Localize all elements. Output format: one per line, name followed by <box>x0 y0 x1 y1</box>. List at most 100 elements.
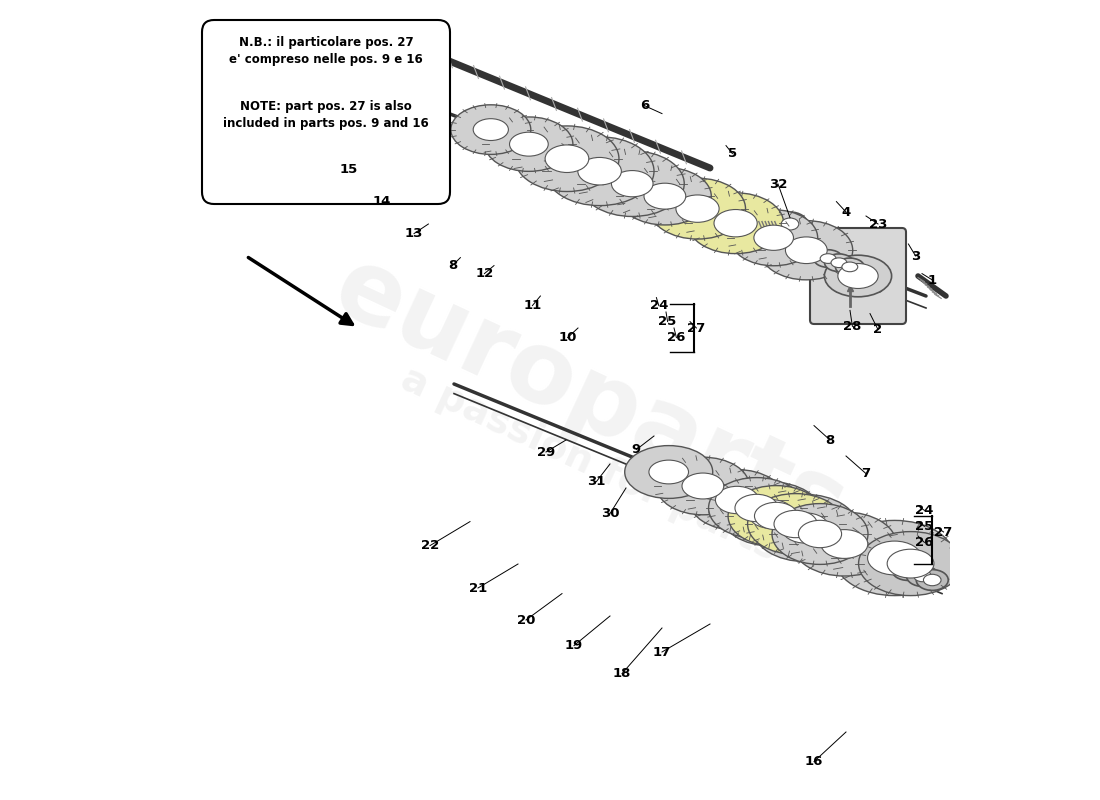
Text: 32: 32 <box>769 178 788 190</box>
Text: 24: 24 <box>915 504 934 517</box>
Ellipse shape <box>509 132 548 156</box>
Ellipse shape <box>752 494 858 562</box>
Text: 25: 25 <box>915 520 934 533</box>
Text: N.B.: il particolare pos. 27
e' compreso nelle pos. 9 e 16: N.B.: il particolare pos. 27 e' compreso… <box>229 36 422 66</box>
Ellipse shape <box>821 530 868 558</box>
Ellipse shape <box>715 486 759 514</box>
Ellipse shape <box>892 560 924 581</box>
Ellipse shape <box>754 225 793 250</box>
Ellipse shape <box>728 486 824 546</box>
Text: 10: 10 <box>559 331 576 344</box>
Ellipse shape <box>838 263 878 289</box>
Ellipse shape <box>824 255 892 297</box>
Ellipse shape <box>835 258 865 276</box>
Ellipse shape <box>657 457 749 515</box>
Ellipse shape <box>682 473 724 499</box>
Text: 21: 21 <box>469 582 487 594</box>
Ellipse shape <box>649 460 689 484</box>
Text: 28: 28 <box>844 320 861 333</box>
Ellipse shape <box>830 258 847 267</box>
Ellipse shape <box>612 170 653 197</box>
Ellipse shape <box>578 158 621 185</box>
Ellipse shape <box>868 541 922 575</box>
Ellipse shape <box>708 478 804 538</box>
Ellipse shape <box>792 512 896 576</box>
Text: 1: 1 <box>927 274 937 286</box>
Text: 18: 18 <box>613 667 631 680</box>
Text: 4: 4 <box>842 206 850 218</box>
Ellipse shape <box>774 510 817 538</box>
Ellipse shape <box>546 137 654 206</box>
Ellipse shape <box>899 564 916 576</box>
Ellipse shape <box>720 482 822 546</box>
Ellipse shape <box>916 570 948 590</box>
Ellipse shape <box>782 513 829 543</box>
Ellipse shape <box>625 446 713 498</box>
Text: 27: 27 <box>935 526 953 538</box>
Text: 15: 15 <box>339 163 358 176</box>
Text: 27: 27 <box>688 322 705 334</box>
Ellipse shape <box>748 499 794 528</box>
Text: 20: 20 <box>517 614 536 626</box>
Text: 17: 17 <box>653 646 671 658</box>
Ellipse shape <box>735 494 778 522</box>
Text: 24: 24 <box>650 299 668 312</box>
Ellipse shape <box>515 126 619 191</box>
FancyBboxPatch shape <box>810 228 906 324</box>
Text: 31: 31 <box>587 475 606 488</box>
Ellipse shape <box>649 178 746 239</box>
Text: NOTE: part pos. 27 is also
included in parts pos. 9 and 16: NOTE: part pos. 27 is also included in p… <box>223 100 429 130</box>
Ellipse shape <box>675 195 719 222</box>
Ellipse shape <box>772 504 868 565</box>
Text: 29: 29 <box>537 446 556 458</box>
Text: 7: 7 <box>861 467 870 480</box>
Text: 5: 5 <box>728 147 737 160</box>
Text: 11: 11 <box>524 299 541 312</box>
Ellipse shape <box>546 145 589 173</box>
Text: 13: 13 <box>405 227 424 240</box>
Text: 9: 9 <box>631 443 641 456</box>
Text: 22: 22 <box>421 539 439 552</box>
Text: 3: 3 <box>911 250 921 262</box>
Ellipse shape <box>755 502 797 530</box>
Ellipse shape <box>781 218 799 230</box>
Ellipse shape <box>914 570 932 582</box>
Ellipse shape <box>825 254 854 271</box>
Text: 26: 26 <box>668 331 685 344</box>
Text: europarts: europarts <box>319 239 861 561</box>
Text: a passion for parts: a passion for parts <box>395 360 784 568</box>
Ellipse shape <box>644 183 685 209</box>
Ellipse shape <box>923 574 940 586</box>
Ellipse shape <box>799 520 842 548</box>
Ellipse shape <box>859 532 962 595</box>
Ellipse shape <box>618 167 712 225</box>
Ellipse shape <box>906 566 938 586</box>
Text: 8: 8 <box>448 259 456 272</box>
Text: 6: 6 <box>640 99 649 112</box>
Ellipse shape <box>473 118 508 141</box>
Ellipse shape <box>835 520 955 595</box>
Ellipse shape <box>485 117 573 171</box>
Ellipse shape <box>729 210 817 266</box>
Ellipse shape <box>772 212 807 236</box>
Text: 2: 2 <box>873 323 882 336</box>
Ellipse shape <box>785 237 827 263</box>
Text: 25: 25 <box>659 315 676 328</box>
Ellipse shape <box>689 470 785 530</box>
Text: 8: 8 <box>825 434 835 446</box>
Ellipse shape <box>814 250 843 267</box>
Ellipse shape <box>714 210 757 237</box>
Text: 26: 26 <box>915 536 934 549</box>
Ellipse shape <box>451 105 531 154</box>
Ellipse shape <box>821 254 836 263</box>
FancyBboxPatch shape <box>202 20 450 204</box>
Ellipse shape <box>748 494 844 554</box>
Ellipse shape <box>888 549 934 578</box>
Text: 30: 30 <box>601 507 619 520</box>
Text: 14: 14 <box>373 195 392 208</box>
Ellipse shape <box>760 221 852 280</box>
Text: 19: 19 <box>565 639 583 652</box>
Ellipse shape <box>842 262 858 272</box>
Ellipse shape <box>580 151 684 217</box>
Text: 16: 16 <box>805 755 823 768</box>
